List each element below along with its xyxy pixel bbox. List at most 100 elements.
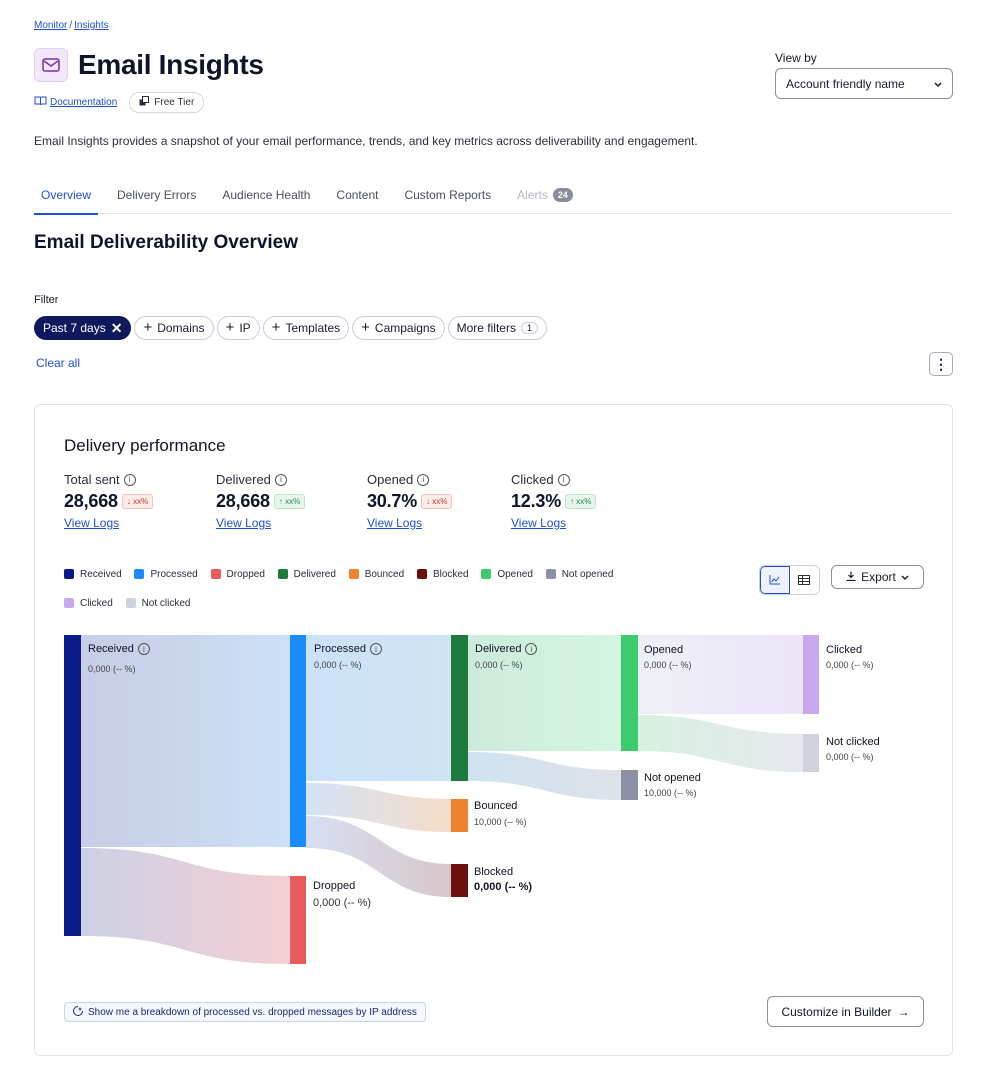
info-icon[interactable]: i <box>274 473 287 486</box>
info-icon[interactable]: i <box>369 643 382 655</box>
node-label-received: Received i <box>88 643 150 655</box>
ai-suggestion-chip[interactable]: Show me a breakdown of processed vs. dro… <box>64 1002 426 1022</box>
legend-swatch <box>125 598 136 608</box>
breadcrumb-monitor[interactable]: Monitor <box>34 20 68 31</box>
legend-label: Opened <box>497 568 533 580</box>
legend-item-delivered: Delivered <box>277 567 336 581</box>
tab-delivery-errors[interactable]: Delivery Errors <box>104 180 209 214</box>
node-value-dropped: 0,000 (-- %) <box>313 897 372 909</box>
filter-chip-label: IP <box>239 321 251 335</box>
tab-audience-health[interactable]: Audience Health <box>209 180 323 214</box>
legend-item-blocked: Blocked <box>416 567 469 581</box>
legend-swatch <box>277 569 288 579</box>
tab-label: Overview <box>41 188 92 202</box>
info-icon[interactable]: i <box>417 473 430 486</box>
more-filters-button[interactable]: More filters 1 <box>447 316 547 340</box>
legend-swatch <box>210 569 221 579</box>
close-icon[interactable]: ✕ <box>110 319 123 336</box>
metric-total-sent: Total sent i 28,668 ↓ xx% View Logs <box>64 472 154 530</box>
filter-chip-label: Domains <box>157 321 205 335</box>
chevron-down-icon <box>934 77 942 91</box>
envelope-icon <box>34 48 68 82</box>
view-logs-link[interactable]: View Logs <box>511 516 567 530</box>
legend-swatch <box>545 569 556 579</box>
legend-label: Processed <box>150 568 198 580</box>
view-logs-link[interactable]: View Logs <box>216 516 272 530</box>
metric-opened: Opened i 30.7% ↓ xx% View Logs <box>367 472 453 530</box>
tab-content[interactable]: Content <box>323 180 391 214</box>
book-icon <box>34 96 47 109</box>
breadcrumb-insights[interactable]: Insights <box>74 20 109 31</box>
filter-chip-ip[interactable]: + IP <box>216 316 260 340</box>
documentation-label: Documentation <box>50 97 118 108</box>
tab-custom-reports[interactable]: Custom Reports <box>391 180 504 214</box>
legend-item-not-opened: Not opened <box>545 567 613 581</box>
line-chart-icon[interactable] <box>760 566 790 594</box>
legend-item-received: Received <box>64 567 122 581</box>
node-name: Dropped <box>313 880 356 892</box>
filter-chips: Past 7 days ✕ + Domains + IP + Templates + C… <box>34 316 547 340</box>
more-options-icon[interactable]: ⋮ <box>929 352 953 376</box>
export-button[interactable]: Export <box>831 565 924 589</box>
tab-overview[interactable]: Overview <box>34 180 104 215</box>
node-value-received: 0,000 (-- %) <box>88 664 136 674</box>
legend-swatch <box>64 569 74 579</box>
chart-view-toggle <box>759 565 820 595</box>
node-value-not-opened: 10,000 (-- %) <box>644 788 697 798</box>
metric-label: Clicked <box>511 472 554 487</box>
view-logs-link[interactable]: View Logs <box>64 516 120 530</box>
tab-label: Content <box>336 188 379 202</box>
trend-badge: ↓ xx% <box>121 494 154 509</box>
filter-chip-templates[interactable]: + Templates <box>262 316 350 340</box>
node-value-opened: 0,000 (-- %) <box>644 660 692 670</box>
tier-badge: Free Tier <box>129 92 205 113</box>
tier-icon <box>139 96 150 109</box>
metric-clicked: Clicked i 12.3% ↑ xx% View Logs <box>511 472 597 530</box>
tab-label: Custom Reports <box>404 188 492 202</box>
info-icon[interactable]: i <box>137 643 150 655</box>
legend-label: Blocked <box>432 568 469 580</box>
node-label-blocked: Blocked <box>474 866 513 878</box>
metric-value: 28,668 <box>64 491 118 511</box>
legend-item-bounced: Bounced <box>348 567 405 581</box>
arrow-right-icon: → <box>897 1004 910 1019</box>
node-name: Processed <box>314 643 366 655</box>
table-icon[interactable] <box>790 566 819 594</box>
plus-icon: + <box>225 319 235 336</box>
legend-item-opened: Opened <box>481 567 533 581</box>
legend-item-clicked: Clicked <box>64 596 113 610</box>
header-meta: Documentation Free Tier <box>34 92 205 113</box>
page-description: Email Insights provides a snapshot of yo… <box>34 134 698 148</box>
view-logs-link[interactable]: View Logs <box>367 516 423 530</box>
clear-all-link[interactable]: Clear all <box>36 356 81 370</box>
documentation-link[interactable]: Documentation <box>34 96 117 109</box>
view-by-select[interactable]: Account friendly name <box>775 68 953 99</box>
node-label-not-opened: Not opened <box>644 772 701 784</box>
metric-delivered: Delivered i 28,668 ↑ xx% View Logs <box>216 472 306 530</box>
trend-badge: ↑ xx% <box>273 494 306 509</box>
legend-item-not-clicked: Not clicked <box>125 596 190 610</box>
legend-label: Bounced <box>364 568 405 580</box>
alerts-count-badge: 24 <box>552 188 573 202</box>
node-name: Not clicked <box>826 736 880 748</box>
customize-in-builder-button[interactable]: Customize in Builder → <box>767 996 924 1027</box>
node-value-bounced: 10,000 (-- %) <box>474 817 527 827</box>
legend-swatch <box>481 569 492 579</box>
node-name: Blocked <box>474 866 514 878</box>
page-header: Email Insights <box>34 48 264 82</box>
node-name: Clicked <box>826 644 863 656</box>
info-icon[interactable]: i <box>525 643 538 655</box>
chevron-down-icon <box>901 570 909 584</box>
node-name: Not opened <box>644 772 701 784</box>
legend-swatch <box>64 598 74 608</box>
info-icon[interactable]: i <box>557 473 570 486</box>
info-icon[interactable]: i <box>123 473 136 486</box>
node-name: Received <box>88 643 134 655</box>
suggestion-text: Show me a breakdown of processed vs. dro… <box>88 1006 417 1018</box>
legend-swatch <box>134 569 145 579</box>
filter-chip-domains[interactable]: + Domains <box>134 316 214 340</box>
filter-chip-campaigns[interactable]: + Campaigns <box>352 316 445 340</box>
node-label-bounced: Bounced <box>474 800 517 812</box>
node-value-clicked: 0,000 (-- %) <box>826 660 874 670</box>
filter-chip-date[interactable]: Past 7 days ✕ <box>34 316 132 340</box>
